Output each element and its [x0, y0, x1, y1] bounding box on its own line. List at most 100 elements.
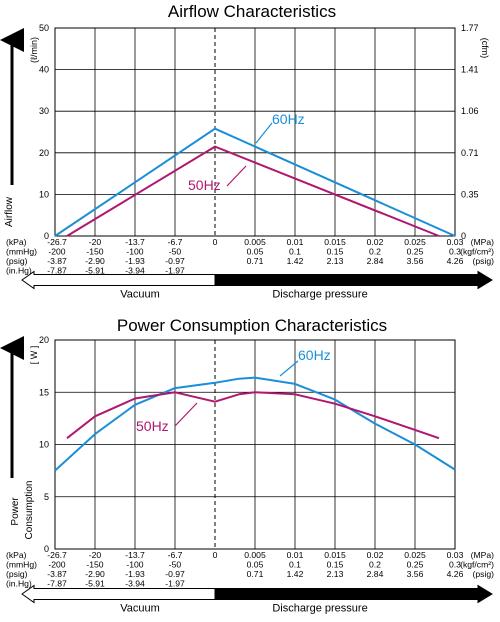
airflow-ylabel: Airflow	[4, 196, 15, 227]
power-xtick-label: -26.7	[47, 550, 67, 560]
airflow-xtick-label: 3.56	[407, 256, 424, 266]
airflow-xtick-label: -200	[48, 247, 65, 257]
airflow-xtick-label: 0.1	[289, 247, 301, 257]
power-vacuum-label: Vacuum	[120, 603, 160, 615]
airflow-xtick-label: -1.97	[165, 266, 185, 276]
power-xtick-label: -200	[48, 560, 65, 570]
airflow-vacuum-label: Vacuum	[120, 289, 160, 301]
power-discharge-label: Discharge pressure	[272, 603, 367, 615]
power-xtick-label: 0.025	[404, 550, 426, 560]
power-xtick-label: 0.71	[247, 569, 264, 579]
airflow-unit-right: (cfm)	[480, 38, 490, 59]
airflow-xtick-label: -5.91	[85, 266, 105, 276]
power-xtick-label: 0.01	[287, 550, 304, 560]
airflow-xtick-label: 0.025	[404, 237, 426, 247]
power-xrow-unit: (in.Hg)	[6, 579, 32, 589]
power-xrow-unit-right: (MPa)	[471, 550, 495, 560]
airflow-xtick-label: 0.15	[327, 247, 344, 257]
power-chart-title: Power Consumption Characteristics	[117, 316, 387, 335]
airflow-xtick-label: -0.97	[165, 256, 185, 266]
power-xtick-label: -50	[169, 560, 182, 570]
power-xtick-label: 0.02	[367, 550, 384, 560]
power-xtick-label: 0.005	[244, 550, 266, 560]
airflow-xtick-label: -50	[169, 247, 182, 257]
airflow-ytick-label: 20	[39, 148, 49, 158]
airflow-xtick-label: 2.84	[367, 256, 384, 266]
airflow-xrow-unit: (in.Hg)	[6, 266, 32, 276]
airflow-ytick-right-label: 1.77	[461, 23, 479, 33]
airflow-ytick-label: 40	[39, 65, 49, 75]
power-xtick-label: -2.90	[85, 569, 105, 579]
airflow-xtick-label: -26.7	[47, 237, 67, 247]
power-ylabel: Power Consumption	[10, 481, 35, 540]
power-ytick-label: 15	[39, 387, 49, 397]
power-xtick-label: 2.13	[327, 569, 344, 579]
airflow-xtick-label: -3.94	[125, 266, 145, 276]
power-xtick-label: 0.25	[407, 560, 424, 570]
airflow-xtick-label: -13.7	[125, 237, 145, 247]
power-ytick-label: 20	[39, 335, 49, 345]
airflow-50hz-label: 50Hz	[188, 177, 221, 193]
airflow-ytick-right-label: 0.71	[461, 148, 479, 158]
power-xrow-unit-right: (psig)	[473, 569, 495, 579]
power-xtick-label: -20	[89, 550, 102, 560]
power-xtick-label: 0.15	[327, 560, 344, 570]
power-xrow-unit: (psig)	[6, 569, 28, 579]
power-ytick-label: 5	[44, 492, 49, 502]
airflow-discharge-label: Discharge pressure	[272, 289, 367, 301]
power-xtick-label: 1.42	[287, 569, 304, 579]
power-xtick-label: 0.03	[447, 550, 464, 560]
airflow-xtick-label: 0.3	[449, 247, 461, 257]
power-ytick-label: 10	[39, 440, 49, 450]
power-ylabel-line1: Power	[10, 497, 21, 526]
power-xtick-label: 0.1	[289, 560, 301, 570]
power-xtick-label: -0.97	[165, 569, 185, 579]
power-60hz-label: 60Hz	[298, 347, 331, 363]
power-xrow-unit: (mmHg)	[6, 560, 37, 570]
power-xtick-label: 0.3	[449, 560, 461, 570]
power-xtick-label: 2.84	[367, 569, 384, 579]
airflow-xtick-label: -100	[126, 247, 143, 257]
airflow-xtick-label: 2.13	[327, 256, 344, 266]
airflow-series-60hz-line	[54, 127, 456, 237]
airflow-ytick-right-label: 1.06	[461, 106, 479, 116]
airflow-xtick-label: 0.25	[407, 247, 424, 257]
airflow-xtick-label: -7.87	[47, 266, 67, 276]
power-xtick-label: 4.26	[447, 569, 464, 579]
power-xtick-label: -6.7	[168, 550, 183, 560]
airflow-xtick-label: -1.93	[125, 256, 145, 266]
airflow-xtick-label: 4.26	[447, 256, 464, 266]
airflow-vacuum-band	[21, 270, 216, 290]
airflow-xtick-label: 0.02	[367, 237, 384, 247]
power-ylabel-line2: Consumption	[24, 481, 35, 540]
power-xtick-label: 0.05	[247, 560, 264, 570]
airflow-ytick-right-label: 0.35	[461, 189, 479, 199]
airflow-60hz-leader	[255, 122, 273, 144]
airflow-xtick-label: 0.71	[247, 256, 264, 266]
power-discharge-band	[214, 584, 493, 604]
power-xrow-unit: (kPa)	[6, 550, 27, 560]
airflow-ytick-label: 50	[39, 23, 49, 33]
airflow-50hz-leader	[226, 165, 247, 187]
airflow-ytick-label: 30	[39, 106, 49, 116]
power-xtick-label: -3.94	[125, 579, 145, 589]
power-60hz-leader	[279, 360, 299, 377]
power-series-60hz-line	[54, 376, 456, 472]
airflow-xtick-label: 0.03	[447, 237, 464, 247]
power-xtick-label: -1.93	[125, 569, 145, 579]
airflow-xtick-label: -20	[89, 237, 102, 247]
airflow-xrow-unit-right: (kgf/cm²)	[460, 247, 494, 257]
airflow-xtick-label: -150	[86, 247, 103, 257]
airflow-xtick-label: -6.7	[168, 237, 183, 247]
power-xtick-label: -5.91	[85, 579, 105, 589]
airflow-xtick-label: 0.005	[244, 237, 266, 247]
airflow-xtick-label: 1.42	[287, 256, 304, 266]
power-series-50hz-line	[66, 391, 440, 440]
power-xtick-label: 0.2	[369, 560, 381, 570]
airflow-60hz-label: 60Hz	[272, 111, 305, 127]
airflow-xtick-label: 0.01	[287, 237, 304, 247]
power-xrow-unit-right: (kgf/cm²)	[460, 560, 494, 570]
airflow-ytick-right-label: 1.41	[461, 65, 479, 75]
airflow-xrow-unit: (mmHg)	[6, 247, 37, 257]
power-xtick-label: 0.015	[324, 550, 346, 560]
